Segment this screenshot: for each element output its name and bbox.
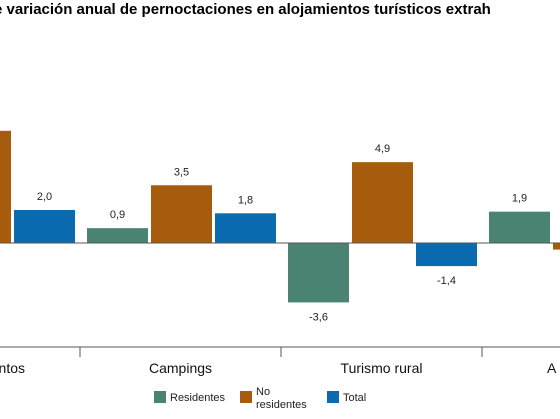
bar-ntos-total: [14, 210, 75, 243]
bar-campings-total: [215, 213, 276, 243]
category-label-ntos: ntos: [0, 360, 25, 376]
bar-campings-no-residentes: [151, 185, 212, 243]
legend-swatch: [240, 391, 252, 403]
bar-a-no-residentes: [553, 243, 560, 250]
category-label-turismo-rural: Turismo rural: [341, 360, 423, 376]
value-label-turismo-rural-residentes: -3,6: [309, 311, 328, 323]
value-label-ntos-total: 2,0: [37, 191, 52, 203]
category-label-campings: Campings: [149, 360, 212, 376]
bar-turismo-rural-residentes: [288, 243, 349, 303]
bar-a-residentes: [489, 211, 550, 243]
legend-swatch: [327, 391, 339, 403]
value-label-campings-residentes: 0,9: [110, 209, 125, 221]
legend-item-no-residentes: No residentes: [240, 386, 307, 412]
legend-label: Residentes: [170, 392, 226, 404]
legend-item-total: Total: [327, 386, 366, 405]
legend-item-residentes: Residentes: [154, 386, 225, 405]
value-label-turismo-rural-total: -1,4: [437, 275, 456, 287]
category-label-a: A: [547, 360, 557, 376]
bar-turismo-rural-total: [416, 243, 477, 267]
value-label-campings-total: 1,8: [238, 194, 253, 206]
bar-campings-residentes: [87, 228, 148, 243]
value-label-a-residentes: 1,9: [512, 193, 527, 205]
legend-label: Total: [343, 392, 367, 404]
value-label-turismo-rural-no-residentes: 4,9: [375, 143, 390, 155]
chart-title: e variación anual de pernoctaciones en a…: [0, 1, 491, 18]
value-label-campings-no-residentes: 3,5: [174, 166, 189, 178]
legend-label: No residentes: [256, 386, 307, 411]
legend-swatch: [154, 391, 166, 403]
bar-turismo-rural-no-residentes: [352, 162, 413, 243]
bar-ntos-no-residentes: [0, 130, 11, 243]
